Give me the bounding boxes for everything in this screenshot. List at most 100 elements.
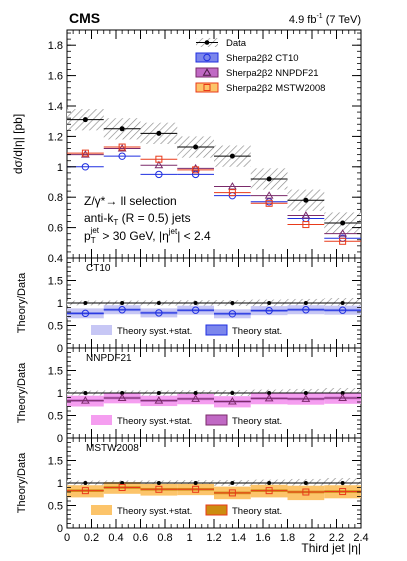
data-point: [266, 176, 272, 182]
ratio-nnpdf21-title: NNPDF21: [86, 353, 132, 364]
ratio-y-tick-label: 1: [57, 388, 63, 400]
ratio-y-tick-label: 0.5: [48, 411, 63, 423]
legend-entry-data: Data: [196, 38, 247, 49]
theory-point: [339, 237, 347, 245]
ratio-data-point: [340, 301, 345, 305]
ratio-data-point: [267, 301, 272, 305]
ratio-y-tick-label: 1.5: [48, 456, 63, 468]
selection-line-2: anti-kT (R = 0.5) jets: [84, 211, 191, 227]
ratio-nnpdf21-legend-syst-swatch: [91, 415, 112, 425]
ratio-mstw2008-title: MSTW2008: [86, 443, 139, 454]
x-tick-label: 1: [186, 532, 192, 544]
ratio-point: [81, 487, 89, 495]
x-tick-label: 1.2: [206, 532, 221, 544]
theory-point: [228, 189, 236, 197]
x-tick-label: 2.2: [329, 532, 344, 544]
theory-point: [81, 150, 90, 158]
ratio-mstw2008-legend-stat: Theory stat.: [232, 506, 282, 517]
ratio-point: [302, 306, 310, 314]
ratio-y-tick-label: 0: [57, 433, 63, 445]
ratio-data-point: [83, 391, 88, 395]
ratio-data-point: [303, 301, 308, 305]
ratio-point: [338, 306, 347, 314]
ratio-data-point: [156, 301, 161, 305]
ratio-data-point: [156, 391, 161, 395]
main-panel: 0.4 0.6 0.8 1 1.2 1.4 1.6 1.8 dσ/d|η| [pb] Data…: [11, 29, 362, 265]
lumi-label: 4.9 fb-1 (7 TeV): [289, 13, 361, 26]
theory-point: [191, 163, 200, 172]
ratio-nnpdf21-legend-stat: Theory stat.: [232, 416, 282, 427]
ratio-mstw2008-ylabel: Theory/Data: [16, 452, 28, 513]
data-point: [119, 126, 125, 132]
legend-nnpdf21-marker: [202, 68, 212, 76]
x-tick-label: 2.4: [353, 532, 368, 544]
ratio-y-tick-label: 0: [57, 343, 63, 355]
ratio-data-point: [156, 481, 161, 485]
ratio-y-tick-label: 1.5: [48, 276, 63, 288]
legend-entry-nnpdf21: Sherpa2β2 NNPDF21: [195, 67, 319, 79]
theory-point: [265, 199, 273, 207]
theory-point: [192, 166, 200, 174]
theory-point: [154, 160, 164, 169]
main-y-tick-label: 1.4: [48, 101, 63, 113]
ratio-point: [301, 394, 311, 402]
ratio-y-tick-label: 0.5: [48, 321, 63, 333]
ratio-point: [117, 393, 127, 401]
ratio-point: [339, 488, 347, 496]
ratio-point: [118, 306, 126, 314]
main-y-tick-label: 1: [57, 162, 63, 174]
main-ylabel: dσ/d|η| [pb]: [11, 114, 25, 174]
ratio-data-point: [267, 481, 272, 485]
ratio-y-tick-label: 0: [57, 523, 63, 535]
legend-entry-ct10: Sherpa2β2 CT10: [195, 52, 299, 64]
selection-line-3: pTjet > 30 GeV, |ηjet| < 2.4: [84, 226, 211, 245]
legend-ct10-marker: [203, 53, 211, 62]
theory-point: [155, 155, 163, 163]
x-tick-label: 1.8: [280, 532, 295, 544]
ratio-data-point: [230, 301, 235, 305]
theory-point: [338, 229, 347, 237]
ratio-point: [338, 393, 347, 401]
ratio-ct10-legend-syst-swatch: [91, 325, 112, 335]
ratio-data-point: [83, 301, 88, 305]
ratio-data-point: [303, 481, 308, 485]
ratio-ct10-legend-stat: Theory stat.: [232, 326, 282, 337]
ratio-nnpdf21-ylabel: Theory/Data: [16, 362, 28, 423]
ratio-point: [81, 309, 90, 318]
theory-point: [117, 144, 127, 152]
legend-data-marker: [204, 40, 210, 45]
main-y-tick-label: 1.6: [48, 71, 63, 83]
ratio-panel-ct10: 0 0.5 1 1.5 CT10 Theory/Data Theory syst.+s…: [16, 257, 362, 355]
ratio-point: [155, 309, 163, 317]
x-tick-label: 0.4: [108, 532, 123, 544]
ratio-data-point: [120, 391, 125, 395]
data-point: [193, 144, 199, 150]
ratio-ct10-ylabel: Theory/Data: [16, 272, 28, 333]
ratio-point: [81, 396, 90, 404]
ratio-mstw2008-legend-syst: Theory syst.+stat.: [117, 506, 192, 517]
ratio-panel-mstw2008: 0 0.5 1 1.5 MSTW2008 Theory/Data Theory sys…: [16, 437, 362, 535]
legend: Data Sherpa2β2 CT10 Sherpa2β2 NNPDF21 Sh…: [195, 38, 325, 94]
ratio-data-point: [193, 301, 198, 305]
ratio-point: [302, 488, 310, 496]
x-axis-label: Third jet |η|: [301, 541, 361, 555]
ratio-mstw2008-legend-stat-swatch: [205, 504, 228, 516]
ratio-mstw2008-legend-syst-swatch: [91, 505, 112, 515]
ratio-point: [155, 485, 163, 493]
theory-point: [155, 170, 163, 179]
data-point: [303, 197, 309, 203]
data-point: [156, 130, 162, 136]
ratio-point: [265, 487, 273, 495]
cms-label: CMS: [69, 10, 100, 26]
main-y-tick-label: 1.2: [48, 131, 63, 143]
ratio-ct10-legend-stat-swatch: [205, 324, 228, 336]
theory-point: [228, 182, 237, 190]
data-point: [82, 117, 88, 123]
legend-mstw2008-marker: [203, 84, 211, 91]
ratio-point: [265, 306, 273, 315]
ratio-y-tick-label: 1: [57, 298, 63, 310]
ratio-data-point: [340, 481, 345, 485]
ratio-point: [191, 306, 200, 314]
ratio-point: [228, 489, 236, 497]
